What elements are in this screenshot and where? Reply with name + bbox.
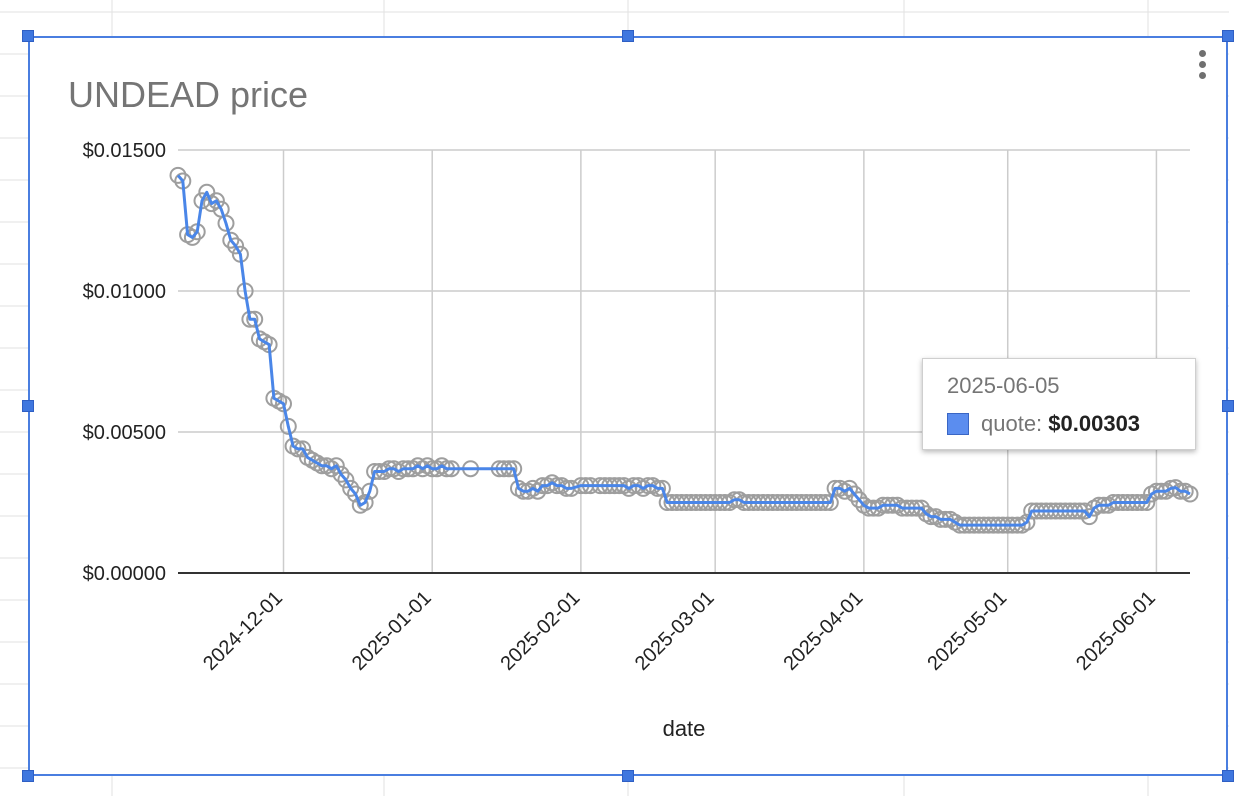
tooltip-date: 2025-06-05 xyxy=(947,373,1060,398)
data-point xyxy=(337,471,355,489)
data-point xyxy=(183,228,201,246)
x-tick-label: 2025-05-01 xyxy=(923,587,1011,675)
more-options-icon[interactable] xyxy=(1196,50,1208,86)
data-point xyxy=(289,440,307,458)
tooltip-value: $0.00303 xyxy=(1048,411,1141,436)
series-markers xyxy=(169,166,1199,534)
resize-handle-top[interactable] xyxy=(622,30,634,42)
x-tick-label: 2025-03-01 xyxy=(631,587,719,675)
x-tick-label: 2025-04-01 xyxy=(779,587,867,675)
data-tooltip: 2025-06-05 quote: $0.00303 xyxy=(922,358,1196,450)
x-axis-title: date xyxy=(663,716,706,741)
x-tick-label: 2025-06-01 xyxy=(1072,587,1160,675)
resize-handle-right[interactable] xyxy=(1222,400,1234,412)
data-point xyxy=(275,395,292,413)
tooltip-series-swatch xyxy=(947,413,969,435)
data-point xyxy=(1080,508,1098,526)
data-point xyxy=(332,465,350,483)
data-point xyxy=(1018,513,1036,531)
data-point xyxy=(342,479,360,497)
y-tick-label: $0.01500 xyxy=(83,140,166,162)
data-point xyxy=(222,231,240,249)
resize-handle-bottom[interactable] xyxy=(622,770,634,782)
resize-handle-top-left[interactable] xyxy=(22,30,34,42)
x-tick-label: 2025-01-01 xyxy=(348,587,436,675)
x-tick-label: 2024-12-01 xyxy=(199,587,287,675)
data-point xyxy=(246,310,264,328)
data-point xyxy=(217,214,235,232)
series-line-quote xyxy=(176,174,1191,527)
data-point xyxy=(279,417,297,435)
data-point xyxy=(169,166,187,184)
resize-handle-left[interactable] xyxy=(22,400,34,412)
y-tick-label: $0.00000 xyxy=(83,563,166,585)
sheet-right-margin xyxy=(1229,0,1260,796)
resize-handle-bottom-left[interactable] xyxy=(22,770,34,782)
data-point xyxy=(649,479,667,497)
resize-handle-top-right[interactable] xyxy=(1222,30,1234,42)
data-point xyxy=(1181,485,1199,503)
tooltip-series-label: quote: xyxy=(981,411,1049,436)
resize-handle-bottom-right[interactable] xyxy=(1222,770,1234,782)
data-point xyxy=(1167,479,1185,497)
chart-title: UNDEAD price xyxy=(68,74,309,115)
y-tick-label: $0.00500 xyxy=(83,422,166,444)
data-point xyxy=(361,482,379,500)
x-tick-label: 2025-02-01 xyxy=(497,587,585,675)
y-tick-label: $0.01000 xyxy=(83,281,166,303)
data-point xyxy=(227,237,245,255)
data-point xyxy=(850,491,868,509)
data-point xyxy=(845,485,863,503)
tooltip-series-row: quote: $0.00303 xyxy=(981,411,1140,437)
data-point xyxy=(198,183,216,201)
